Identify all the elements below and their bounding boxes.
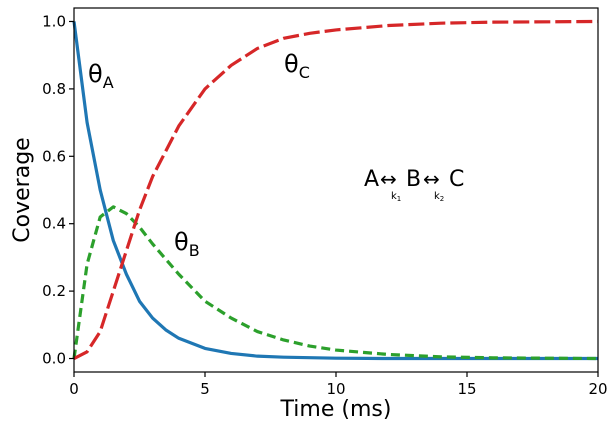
x-tick-label: 20 [588, 380, 607, 398]
annotation-theta-a-main: θ [88, 60, 103, 88]
y-tick-label: 1.0 [42, 12, 66, 30]
scheme-k2-main: k [434, 191, 440, 202]
series-line-1 [72, 21, 598, 361]
x-axis-ticks: 0 5 10 15 20 [69, 372, 608, 398]
scheme-k2: k2 [434, 191, 444, 203]
annotation-theta-b: θB [174, 228, 200, 260]
reaction-scheme: A ↔ B ↔ C k1 k2 [364, 167, 464, 203]
scheme-k1: k1 [391, 191, 401, 203]
x-tick-label: 0 [69, 380, 79, 398]
scheme-arrow-1: ↔ [380, 167, 397, 191]
y-tick-label: 0.4 [42, 215, 66, 233]
annotation-theta-c-main: θ [284, 50, 299, 78]
scheme-k1-sub: 1 [397, 195, 401, 203]
y-tick-label: 0.8 [42, 80, 66, 98]
y-tick-label: 0.0 [42, 350, 66, 368]
y-axis-label: Coverage [10, 137, 35, 242]
y-axis-ticks: 0.0 0.2 0.4 0.6 0.8 1.0 [42, 12, 74, 368]
y-tick-label: 0.2 [42, 282, 66, 300]
annotation-theta-b-sub: B [189, 241, 200, 260]
scheme-arrow-2: ↔ [423, 167, 440, 191]
y-tick-label: 0.6 [42, 147, 66, 165]
scheme-c: C [449, 167, 464, 192]
annotation-theta-a-sub: A [103, 73, 114, 92]
annotation-theta-a: θA [88, 60, 114, 92]
series-line-3 [73, 19, 599, 360]
series-lines [72, 19, 599, 361]
x-tick-label: 5 [200, 380, 210, 398]
annotation-theta-c-sub: C [299, 63, 310, 82]
scheme-k2-sub: 2 [440, 195, 444, 203]
scheme-a: A [364, 167, 379, 192]
scheme-b: B [406, 167, 421, 192]
scheme-k1-main: k [391, 191, 397, 202]
x-tick-label: 10 [326, 380, 345, 398]
series-line-2 [72, 205, 599, 361]
annotation-theta-c: θC [284, 50, 310, 82]
x-tick-label: 15 [457, 380, 476, 398]
x-axis-label: Time (ms) [280, 397, 392, 422]
annotation-theta-b-main: θ [174, 228, 189, 256]
